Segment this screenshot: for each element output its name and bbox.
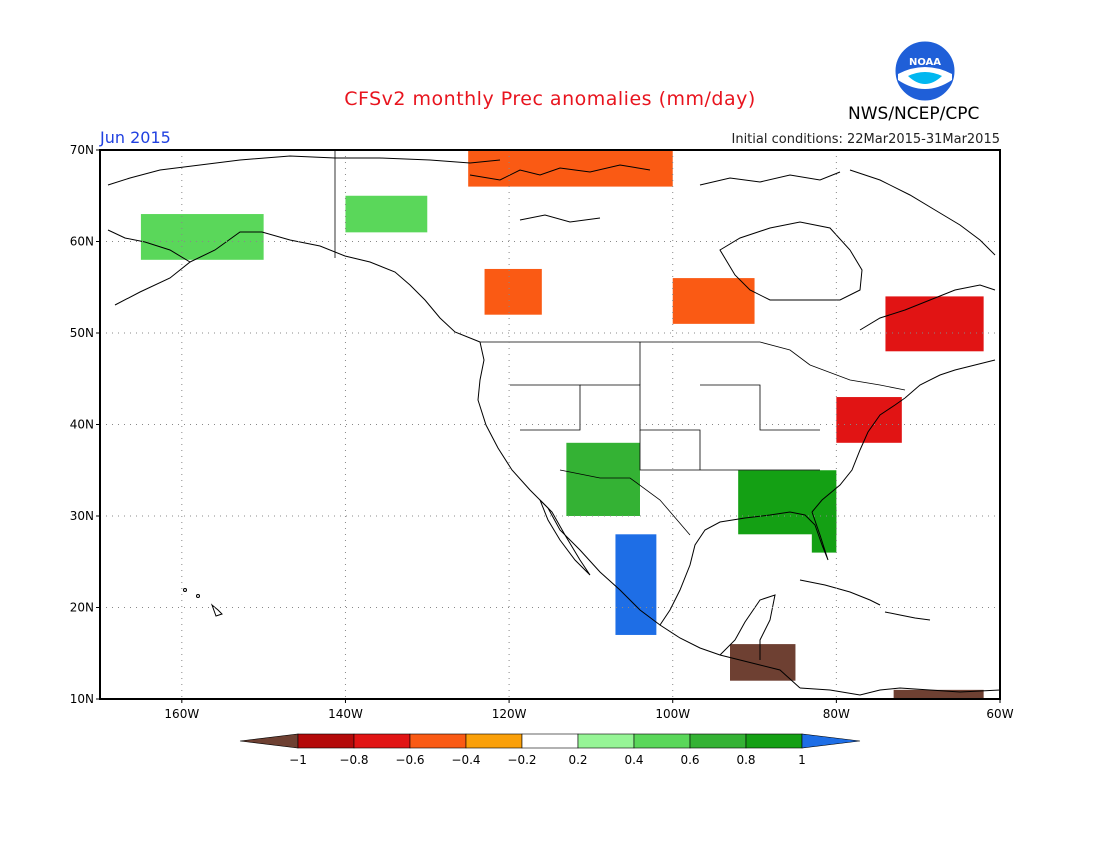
anomaly-yukon-wet xyxy=(345,195,428,233)
latitude-labels: 70N 60N 50N 40N 30N 20N 10N xyxy=(70,143,100,706)
colorbar-swatch xyxy=(409,733,467,749)
colorbar-arrow-high xyxy=(801,733,861,749)
lat-tick-label: 10N xyxy=(70,692,94,706)
colorbar-label: 0.4 xyxy=(624,753,643,767)
anomaly-venezuela-very-dry xyxy=(893,689,984,699)
anomaly-florida-wet xyxy=(811,506,837,553)
anomaly-pacific-northwest-dry xyxy=(484,268,542,315)
colorbar: −1 −0.8 −0.6 −0.4 −0.2 0.2 0.4 0.6 0.8 1 xyxy=(239,733,861,767)
colorbar-label: 0.8 xyxy=(736,753,755,767)
initial-conditions: Initial conditions: 22Mar2015-31Mar2015 xyxy=(731,132,1001,147)
longitude-labels: 160W 140W 120W 100W 80W 60W xyxy=(164,699,1014,721)
political-borders xyxy=(334,150,906,536)
colorbar-label: 0.6 xyxy=(680,753,699,767)
lat-tick-label: 30N xyxy=(70,509,94,523)
lon-tick-label: 140W xyxy=(328,707,363,721)
lon-tick-label: 60W xyxy=(986,707,1013,721)
anomaly-layer xyxy=(140,150,984,699)
lat-tick-label: 20N xyxy=(70,601,94,615)
lat-tick-label: 50N xyxy=(70,326,94,340)
graticule xyxy=(100,150,1000,699)
map-title: CFSv2 monthly Prec anomalies (mm/day) xyxy=(344,88,756,110)
colorbar-label: 1 xyxy=(798,753,806,767)
lon-tick-label: 120W xyxy=(492,707,527,721)
colorbar-label: −0.6 xyxy=(395,753,424,767)
lon-tick-label: 80W xyxy=(823,707,850,721)
lat-tick-label: 60N xyxy=(70,235,94,249)
colorbar-label: −1 xyxy=(289,753,307,767)
colorbar-swatch xyxy=(633,733,691,749)
colorbar-swatch xyxy=(297,733,355,749)
colorbar-label: −0.4 xyxy=(451,753,480,767)
colorbar-swatch xyxy=(689,733,747,749)
lon-tick-label: 160W xyxy=(164,707,199,721)
colorbar-label: 0.2 xyxy=(568,753,587,767)
colorbar-swatch xyxy=(521,733,579,749)
colorbar-swatch xyxy=(353,733,411,749)
coastline-layer xyxy=(107,155,1000,696)
anomaly-alaska-wet xyxy=(140,214,264,260)
colorbar-label: −0.2 xyxy=(507,753,536,767)
lat-tick-label: 40N xyxy=(70,418,94,432)
anomaly-quebec-dry xyxy=(885,296,984,352)
colorbar-swatch xyxy=(465,733,523,749)
colorbar-swatch xyxy=(577,733,635,749)
anomaly-hudson-bay-sw-dry xyxy=(672,278,755,324)
agency-label: NWS/NCEP/CPC xyxy=(848,104,980,124)
lat-tick-label: 70N xyxy=(70,143,94,157)
anomaly-mexico-pacific-coast-very-wet xyxy=(615,534,657,635)
noaa-logo: NOAA xyxy=(894,40,956,102)
anomaly-southwest-us-mexico-wet xyxy=(566,442,640,516)
colorbar-swatch xyxy=(745,733,803,749)
colorbar-arrow-low xyxy=(239,733,299,749)
lon-tick-label: 100W xyxy=(655,707,690,721)
anomaly-mid-atlantic-dry xyxy=(836,397,902,443)
forecast-month: Jun 2015 xyxy=(100,128,171,147)
logo-text: NOAA xyxy=(909,57,941,68)
colorbar-label: −0.8 xyxy=(339,753,368,767)
